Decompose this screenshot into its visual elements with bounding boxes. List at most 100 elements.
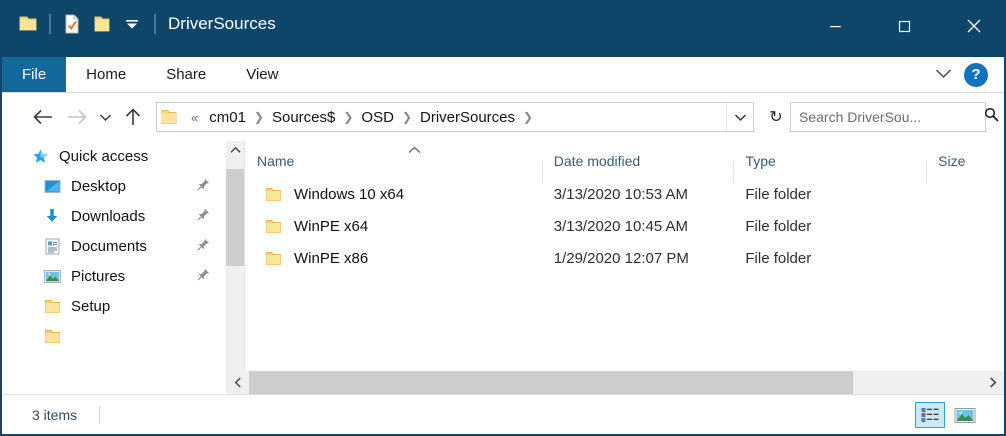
- search-input[interactable]: [791, 108, 982, 126]
- column-headers: Name Date modified Type Size: [245, 141, 1004, 183]
- table-row[interactable]: Windows 10 x64 3/13/2020 10:53 AM File f…: [245, 178, 1004, 210]
- address-folder-icon: [160, 109, 178, 125]
- toolbar-divider: [49, 14, 51, 34]
- help-button[interactable]: ?: [964, 62, 988, 87]
- tab-view[interactable]: View: [246, 66, 279, 83]
- sort-ascending-icon: [408, 145, 421, 157]
- address-dropdown-icon[interactable]: [726, 103, 753, 131]
- window-title: DriverSources: [168, 14, 276, 33]
- breadcrumb-separator-icon[interactable]: ❯: [523, 110, 534, 124]
- scroll-up-button[interactable]: [226, 141, 244, 159]
- navigation-bar: « cm01 ❯ Sources$ ❯ OSD ❯ DriverSources …: [2, 93, 1004, 141]
- minimize-button[interactable]: [801, 2, 870, 50]
- refresh-button[interactable]: ↻: [769, 109, 783, 126]
- navpane-scrollbar[interactable]: [226, 141, 244, 395]
- forward-button[interactable]: [60, 100, 94, 134]
- item-count-label: 3 items: [32, 407, 78, 423]
- column-header-type[interactable]: Type: [733, 153, 926, 183]
- sidebar-item-partial[interactable]: [2, 321, 224, 351]
- pin-icon[interactable]: [197, 178, 210, 195]
- maximize-button[interactable]: [870, 2, 939, 50]
- large-icons-view-button[interactable]: [950, 402, 980, 428]
- tab-home[interactable]: Home: [86, 66, 127, 83]
- document-check-icon[interactable]: [58, 10, 86, 38]
- view-buttons: [915, 402, 1004, 428]
- properties-folder-icon[interactable]: [14, 10, 42, 38]
- document-icon: [42, 237, 62, 255]
- status-bar: 3 items: [2, 394, 1004, 434]
- ribbon-divider: [2, 92, 1004, 93]
- column-header-label: Date modified: [553, 153, 641, 169]
- pictures-icon: [42, 267, 62, 285]
- breadcrumb-separator-icon[interactable]: ❯: [343, 110, 354, 124]
- breadcrumb-separator-icon[interactable]: ❯: [253, 110, 264, 124]
- sidebar-item-label: Desktop: [71, 177, 127, 195]
- file-type-cell: File folder: [745, 217, 812, 235]
- folder-icon: [265, 219, 282, 234]
- scrollbar-thumb[interactable]: [226, 169, 244, 266]
- navigation-pane: Quick access Desktop: [2, 141, 224, 395]
- tab-file[interactable]: File: [2, 57, 67, 92]
- column-header-size[interactable]: Size: [926, 153, 1004, 183]
- recent-locations-button[interactable]: [94, 100, 116, 134]
- title-bar: DriverSources: [2, 2, 1004, 59]
- folder-icon[interactable]: [88, 10, 116, 38]
- pin-icon[interactable]: [197, 238, 210, 255]
- file-name-cell: Windows 10 x64: [245, 186, 542, 203]
- column-header-label: Name: [257, 153, 295, 169]
- sidebar-item-documents[interactable]: Documents: [2, 231, 224, 261]
- column-header-name[interactable]: Name: [245, 153, 542, 178]
- breadcrumb-item-osd[interactable]: OSD: [361, 108, 394, 126]
- breadcrumb-overflow[interactable]: «: [191, 109, 199, 125]
- pin-icon[interactable]: [197, 208, 210, 225]
- content-area: Quick access Desktop: [2, 141, 1004, 395]
- close-button[interactable]: [939, 2, 1004, 50]
- breadcrumb-separator-icon[interactable]: ❯: [401, 110, 412, 124]
- address-bar[interactable]: « cm01 ❯ Sources$ ❯ OSD ❯ DriverSources …: [156, 102, 754, 132]
- status-divider: [99, 406, 101, 424]
- folder-icon: [265, 251, 282, 266]
- file-name-cell: WinPE x86: [245, 250, 542, 267]
- file-name-cell: WinPE x64: [245, 218, 542, 235]
- column-header-date-modified[interactable]: Date modified: [541, 153, 734, 183]
- scroll-left-button[interactable]: [226, 371, 249, 394]
- table-row[interactable]: WinPE x86 1/29/2020 12:07 PM File folder: [245, 242, 1004, 274]
- sidebar-item-quick-access[interactable]: Quick access: [2, 141, 224, 171]
- desktop-icon: [42, 177, 62, 195]
- file-name-label: WinPE x64: [294, 217, 369, 235]
- up-button[interactable]: [116, 100, 150, 134]
- file-type-cell: File folder: [745, 185, 812, 203]
- folder-icon: [265, 187, 282, 202]
- sidebar-item-label: Documents: [71, 237, 147, 255]
- sidebar-item-pictures[interactable]: Pictures: [2, 261, 224, 291]
- tab-share[interactable]: Share: [166, 66, 207, 83]
- breadcrumb-item-cm01[interactable]: cm01: [209, 108, 246, 126]
- ribbon-tabs: File Home Share View ?: [2, 57, 1004, 92]
- horizontal-scrollbar[interactable]: [226, 371, 1004, 394]
- sidebar-item-label: Setup: [71, 297, 111, 315]
- search-icon[interactable]: [982, 107, 1004, 127]
- window-controls: [801, 2, 1004, 50]
- table-row[interactable]: WinPE x64 3/13/2020 10:45 AM File folder: [245, 210, 1004, 242]
- star-icon: [30, 147, 50, 165]
- sidebar-item-downloads[interactable]: Downloads: [2, 201, 224, 231]
- pin-icon[interactable]: [197, 268, 210, 285]
- file-date-cell: 3/13/2020 10:45 AM: [553, 217, 689, 235]
- search-box[interactable]: [790, 102, 999, 132]
- file-date-cell: 1/29/2020 12:07 PM: [553, 249, 689, 267]
- chevron-down-double-icon[interactable]: [118, 10, 146, 38]
- details-view-button[interactable]: [915, 402, 945, 428]
- breadcrumb: « cm01 ❯ Sources$ ❯ OSD ❯ DriverSources …: [180, 109, 726, 126]
- breadcrumb-item-driversources[interactable]: DriverSources: [420, 108, 516, 126]
- sidebar-item-desktop[interactable]: Desktop: [2, 171, 224, 201]
- scrollbar-thumb[interactable]: [249, 371, 853, 394]
- chevron-down-icon[interactable]: [935, 66, 952, 84]
- scroll-right-button[interactable]: [981, 371, 1004, 394]
- column-header-label: Type: [745, 153, 776, 169]
- folder-icon: [42, 327, 62, 345]
- sidebar-item-label: Pictures: [71, 267, 126, 285]
- back-button[interactable]: [26, 100, 60, 134]
- breadcrumb-item-sources[interactable]: Sources$: [271, 108, 336, 126]
- sidebar-item-setup[interactable]: Setup: [2, 291, 224, 321]
